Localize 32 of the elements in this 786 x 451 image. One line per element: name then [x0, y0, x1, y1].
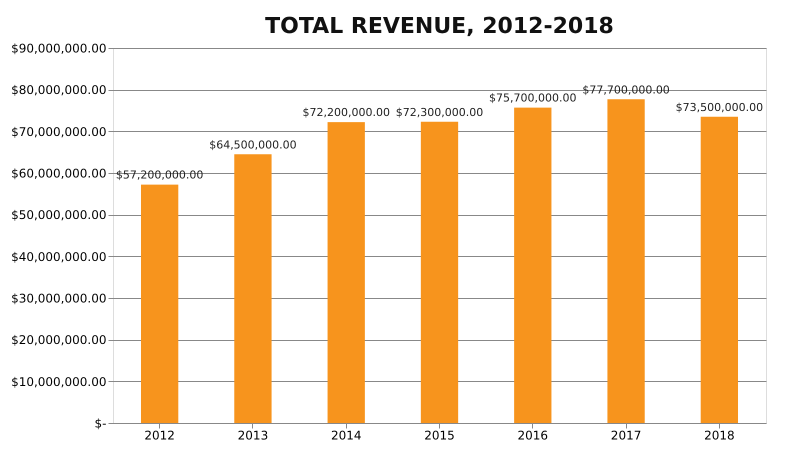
bar — [328, 122, 365, 423]
bar — [234, 154, 272, 423]
y-tick-label: $60,000,000.00 — [11, 166, 106, 180]
bar — [140, 184, 178, 423]
y-tick-label: $90,000,000.00 — [11, 42, 106, 56]
data-label: $72,300,000.00 — [396, 106, 484, 119]
y-tick-label: $30,000,000.00 — [11, 292, 106, 306]
x-tick-label: 2015 — [424, 428, 455, 442]
y-tick-label: $- — [94, 416, 106, 430]
x-tick-label: 2014 — [330, 428, 362, 442]
x-tick-label: 2017 — [610, 428, 642, 442]
x-tick-label: 2016 — [518, 428, 548, 442]
data-label: $75,700,000.00 — [489, 92, 577, 105]
x-tick-label: 2013 — [238, 428, 268, 442]
y-tick-label: $10,000,000.00 — [11, 374, 106, 389]
y-tick-label: $70,000,000.00 — [11, 124, 106, 139]
y-tick-label: $50,000,000.00 — [11, 208, 106, 222]
bar — [607, 99, 645, 423]
bar — [514, 108, 552, 423]
x-tick-label: 2018 — [704, 428, 735, 442]
y-tick-label: $80,000,000.00 — [11, 83, 106, 98]
y-tick-label: $20,000,000.00 — [11, 333, 106, 348]
data-label: $77,700,000.00 — [582, 83, 670, 96]
x-tick-label: 2012 — [144, 428, 175, 442]
bar — [700, 116, 738, 423]
data-label: $57,200,000.00 — [116, 168, 204, 182]
bar — [420, 122, 458, 423]
y-tick-label: $40,000,000.00 — [11, 250, 106, 264]
data-label: $72,200,000.00 — [302, 106, 390, 120]
data-label: $64,500,000.00 — [209, 138, 297, 152]
data-label: $73,500,000.00 — [676, 100, 764, 114]
chart-title: TOTAL REVENUE, 2012-2018 — [265, 14, 614, 39]
